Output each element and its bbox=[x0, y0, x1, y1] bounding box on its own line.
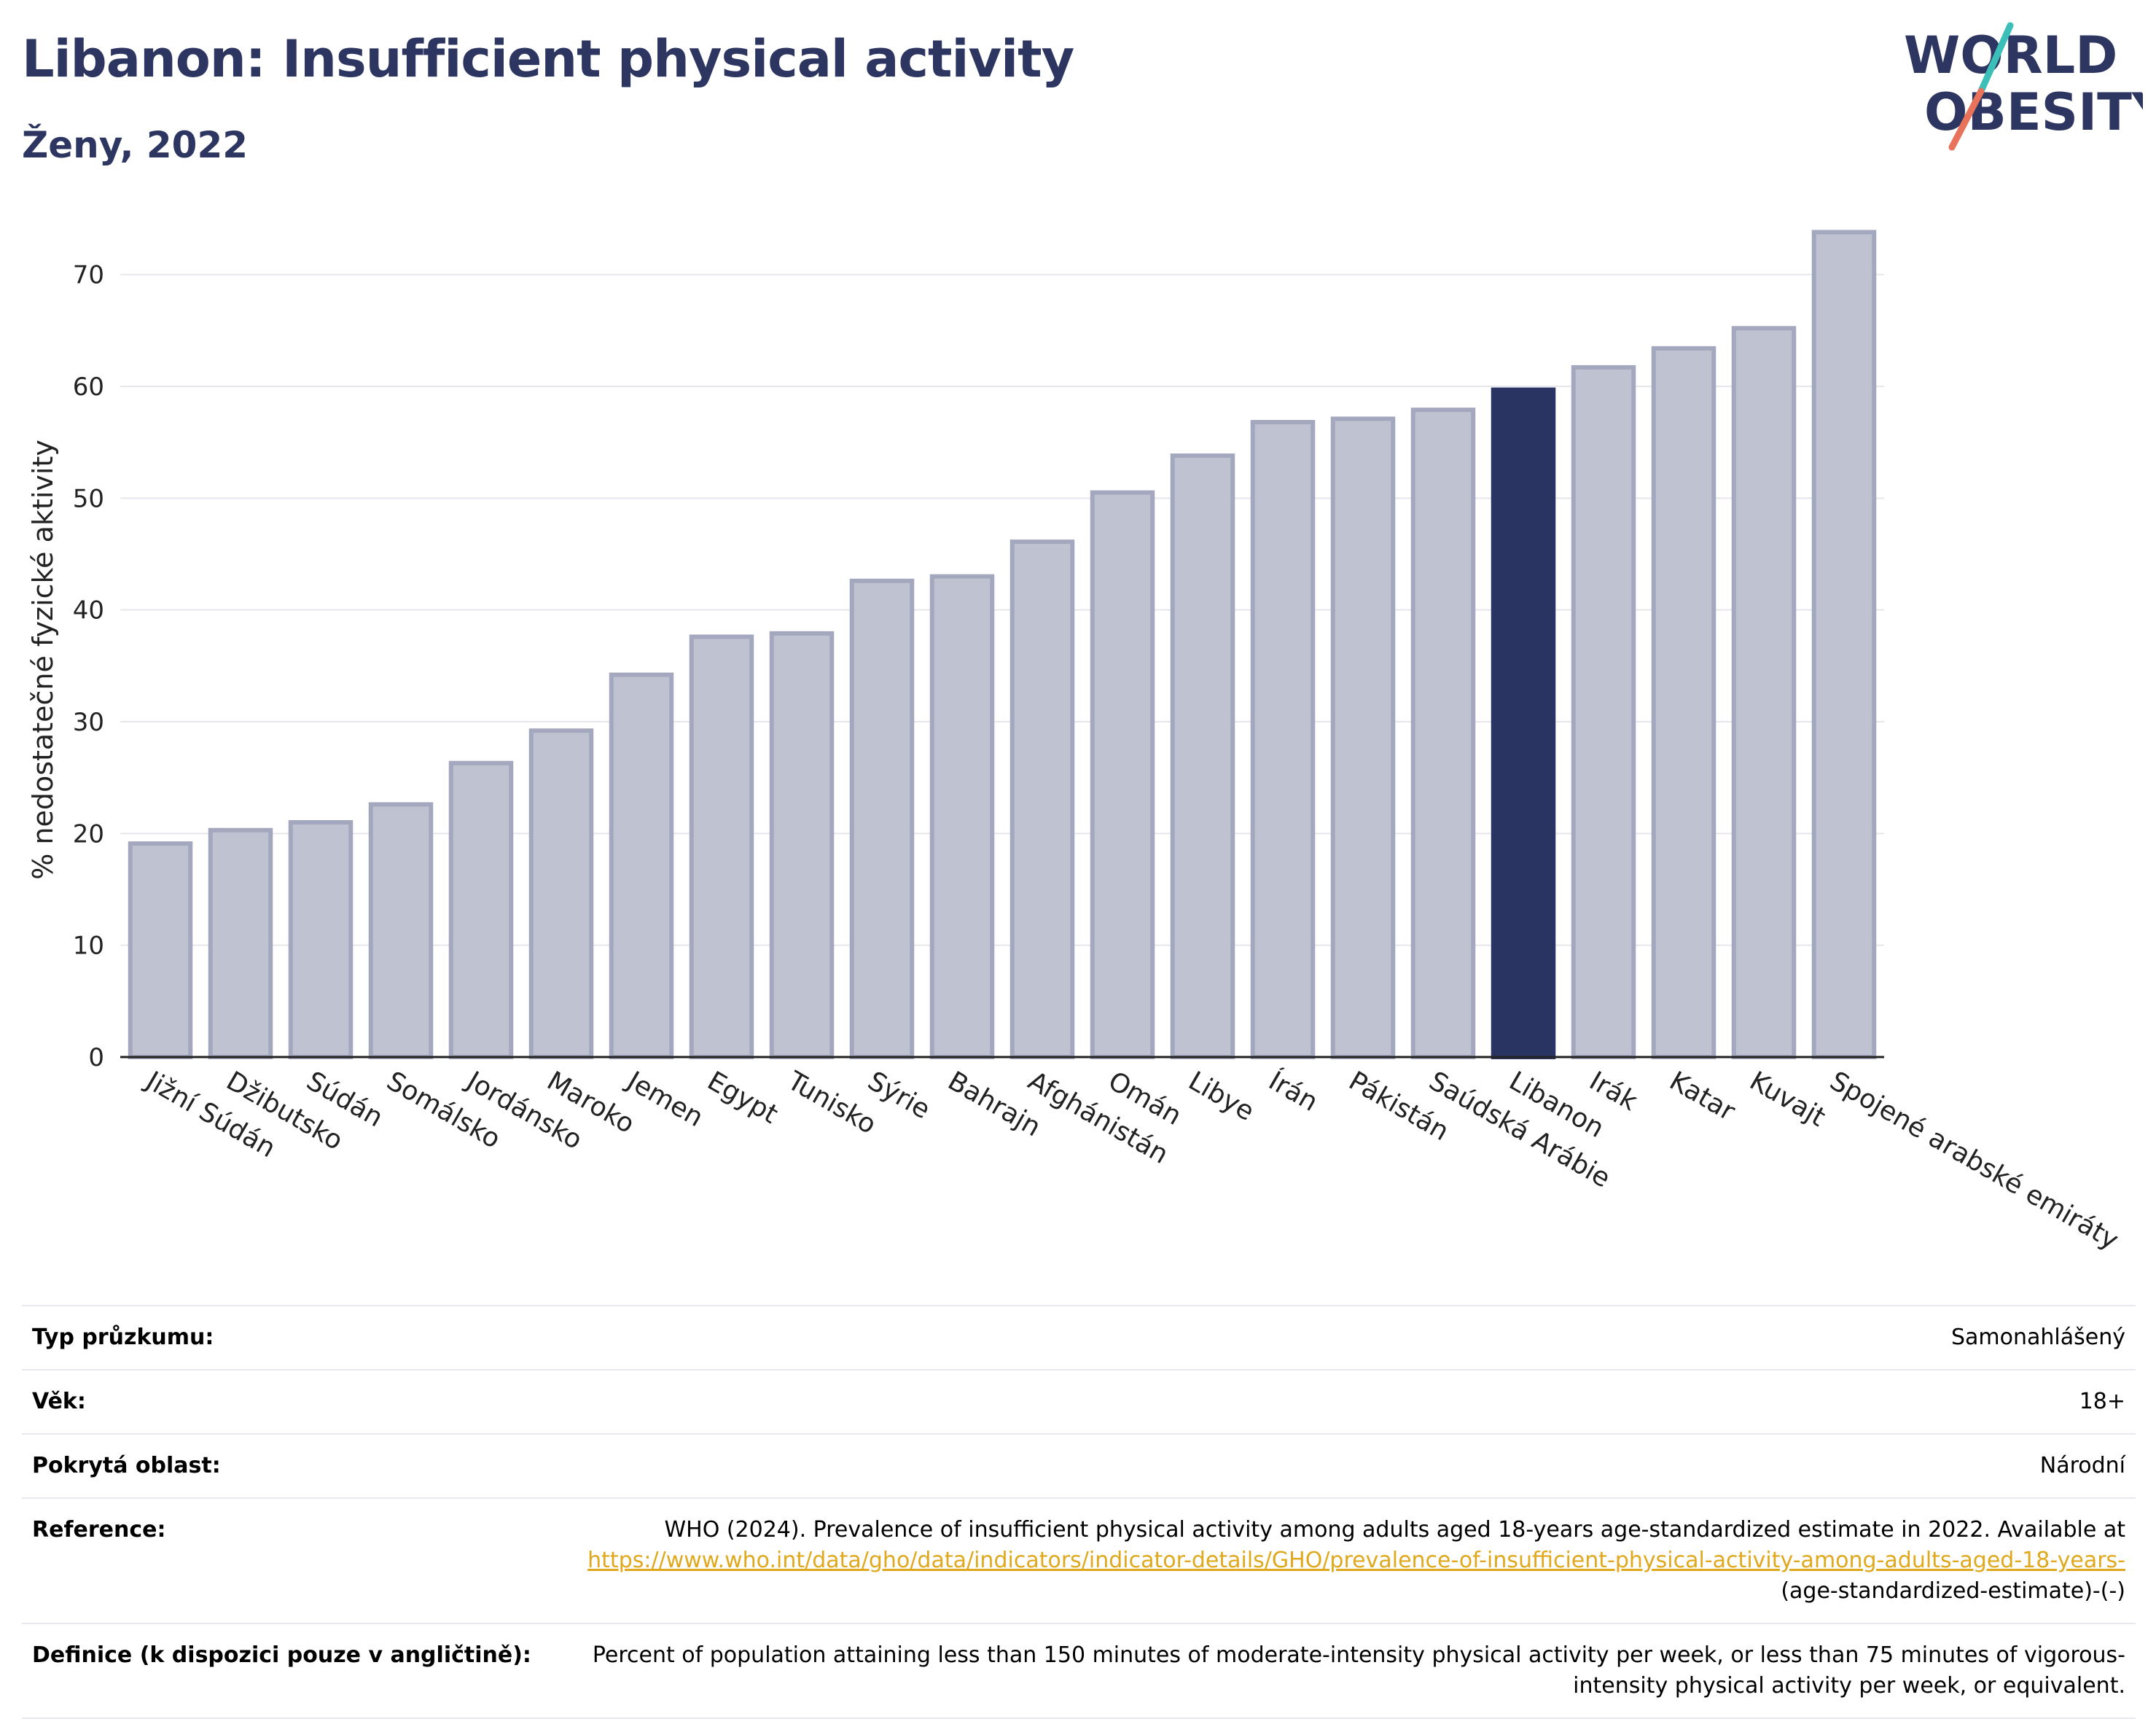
y-tick-label: 60 bbox=[73, 373, 104, 402]
reference-label: Reference: bbox=[22, 1497, 552, 1623]
category-label: Katar bbox=[1665, 1066, 1741, 1127]
logo-slash-bottom bbox=[1948, 87, 1985, 151]
y-tick-label: 0 bbox=[88, 1043, 104, 1072]
bar-17 bbox=[1491, 387, 1556, 1060]
survey-type-label: Typ průzkumu: bbox=[22, 1305, 552, 1370]
bar-1 bbox=[208, 827, 273, 1059]
bar-20 bbox=[1731, 326, 1797, 1059]
category-label: Írán bbox=[1264, 1065, 1324, 1118]
age-value: 18+ bbox=[552, 1369, 2136, 1434]
bar-15 bbox=[1330, 416, 1396, 1059]
y-tick-label: 20 bbox=[73, 819, 104, 849]
y-tick-label: 10 bbox=[73, 932, 104, 961]
bar-21 bbox=[1811, 230, 1877, 1059]
category-label: Libye bbox=[1184, 1066, 1259, 1127]
bars bbox=[128, 230, 1877, 1060]
bar-12 bbox=[1090, 490, 1155, 1059]
bar-3 bbox=[368, 802, 434, 1059]
bar-5 bbox=[528, 728, 594, 1059]
meta-row-reference: Reference: WHO (2024). Prevalence of ins… bbox=[22, 1497, 2136, 1623]
bar-9 bbox=[849, 578, 915, 1059]
y-tick-label: 40 bbox=[73, 596, 104, 625]
y-tick-labels: 0 10 20 30 40 50 60 70 bbox=[73, 261, 104, 1072]
bar-18 bbox=[1571, 364, 1636, 1059]
bar-7 bbox=[689, 634, 754, 1059]
survey-type-value: Samonahlášený bbox=[552, 1305, 2136, 1370]
meta-row-age: Věk: 18+ bbox=[22, 1369, 2136, 1434]
meta-row-coverage: Pokrytá oblast: Národní bbox=[22, 1433, 2136, 1498]
bar-14 bbox=[1250, 420, 1316, 1060]
y-tick-label: 30 bbox=[73, 708, 104, 737]
reference-tail: (age-standardized-estimate)-(-) bbox=[1781, 1578, 2125, 1604]
reference-value: WHO (2024). Prevalence of insufficient p… bbox=[552, 1497, 2136, 1623]
y-tick-label: 50 bbox=[73, 484, 104, 513]
category-labels: Jižní SúdánDžibutskoSúdánSomálskoJordáns… bbox=[140, 1065, 2123, 1255]
logo-line-1: WORLD bbox=[1904, 26, 2117, 85]
bar-8 bbox=[769, 631, 835, 1059]
coverage-value: Národní bbox=[552, 1433, 2136, 1498]
bar-4 bbox=[448, 760, 514, 1059]
bar-chart: 0 10 20 30 40 50 60 70 Jižní SúdánDžibutskoSúdá… bbox=[27, 230, 2123, 1256]
category-label: Bahrajn bbox=[943, 1066, 1046, 1142]
category-label: Tunisko bbox=[782, 1066, 881, 1140]
definition-label: Definice (k dispozici pouze v angličtině… bbox=[22, 1623, 552, 1719]
reference-text: WHO (2024). Prevalence of insufficient p… bbox=[664, 1517, 2125, 1543]
logo-slash-top bbox=[1977, 22, 2014, 95]
category-label: Spojené arabské emiráty bbox=[1825, 1066, 2124, 1255]
coverage-label: Pokrytá oblast: bbox=[22, 1433, 552, 1498]
bar-16 bbox=[1410, 408, 1476, 1059]
page-subtitle: Ženy, 2022 bbox=[22, 124, 249, 166]
bar-0 bbox=[128, 841, 193, 1060]
metadata-table: Typ průzkumu: Samonahlášený Věk: 18+ Pok… bbox=[22, 1305, 2136, 1719]
category-label: Egypt bbox=[703, 1066, 783, 1129]
reference-link[interactable]: https://www.who.int/data/gho/data/indica… bbox=[587, 1548, 2125, 1573]
age-label: Věk: bbox=[22, 1369, 552, 1434]
y-tick-label: 70 bbox=[73, 261, 104, 290]
category-label: Kuvajt bbox=[1745, 1066, 1831, 1133]
meta-row-definition: Definice (k dispozici pouze v angličtině… bbox=[22, 1623, 2136, 1719]
bar-11 bbox=[1009, 539, 1075, 1059]
bar-6 bbox=[609, 672, 674, 1059]
bar-2 bbox=[288, 820, 354, 1059]
world-obesity-logo: WORLD OBESITY bbox=[1904, 22, 2143, 151]
definition-value: Percent of population attaining less tha… bbox=[552, 1623, 2136, 1719]
bar-19 bbox=[1651, 346, 1716, 1060]
bar-13 bbox=[1170, 453, 1235, 1060]
meta-row-survey-type: Typ průzkumu: Samonahlášený bbox=[22, 1305, 2136, 1370]
bar-10 bbox=[929, 574, 995, 1059]
y-axis-title: % nedostatečné fyzické aktivity bbox=[27, 440, 59, 880]
page-title: Libanon: Insufficient physical activity bbox=[22, 29, 1074, 89]
